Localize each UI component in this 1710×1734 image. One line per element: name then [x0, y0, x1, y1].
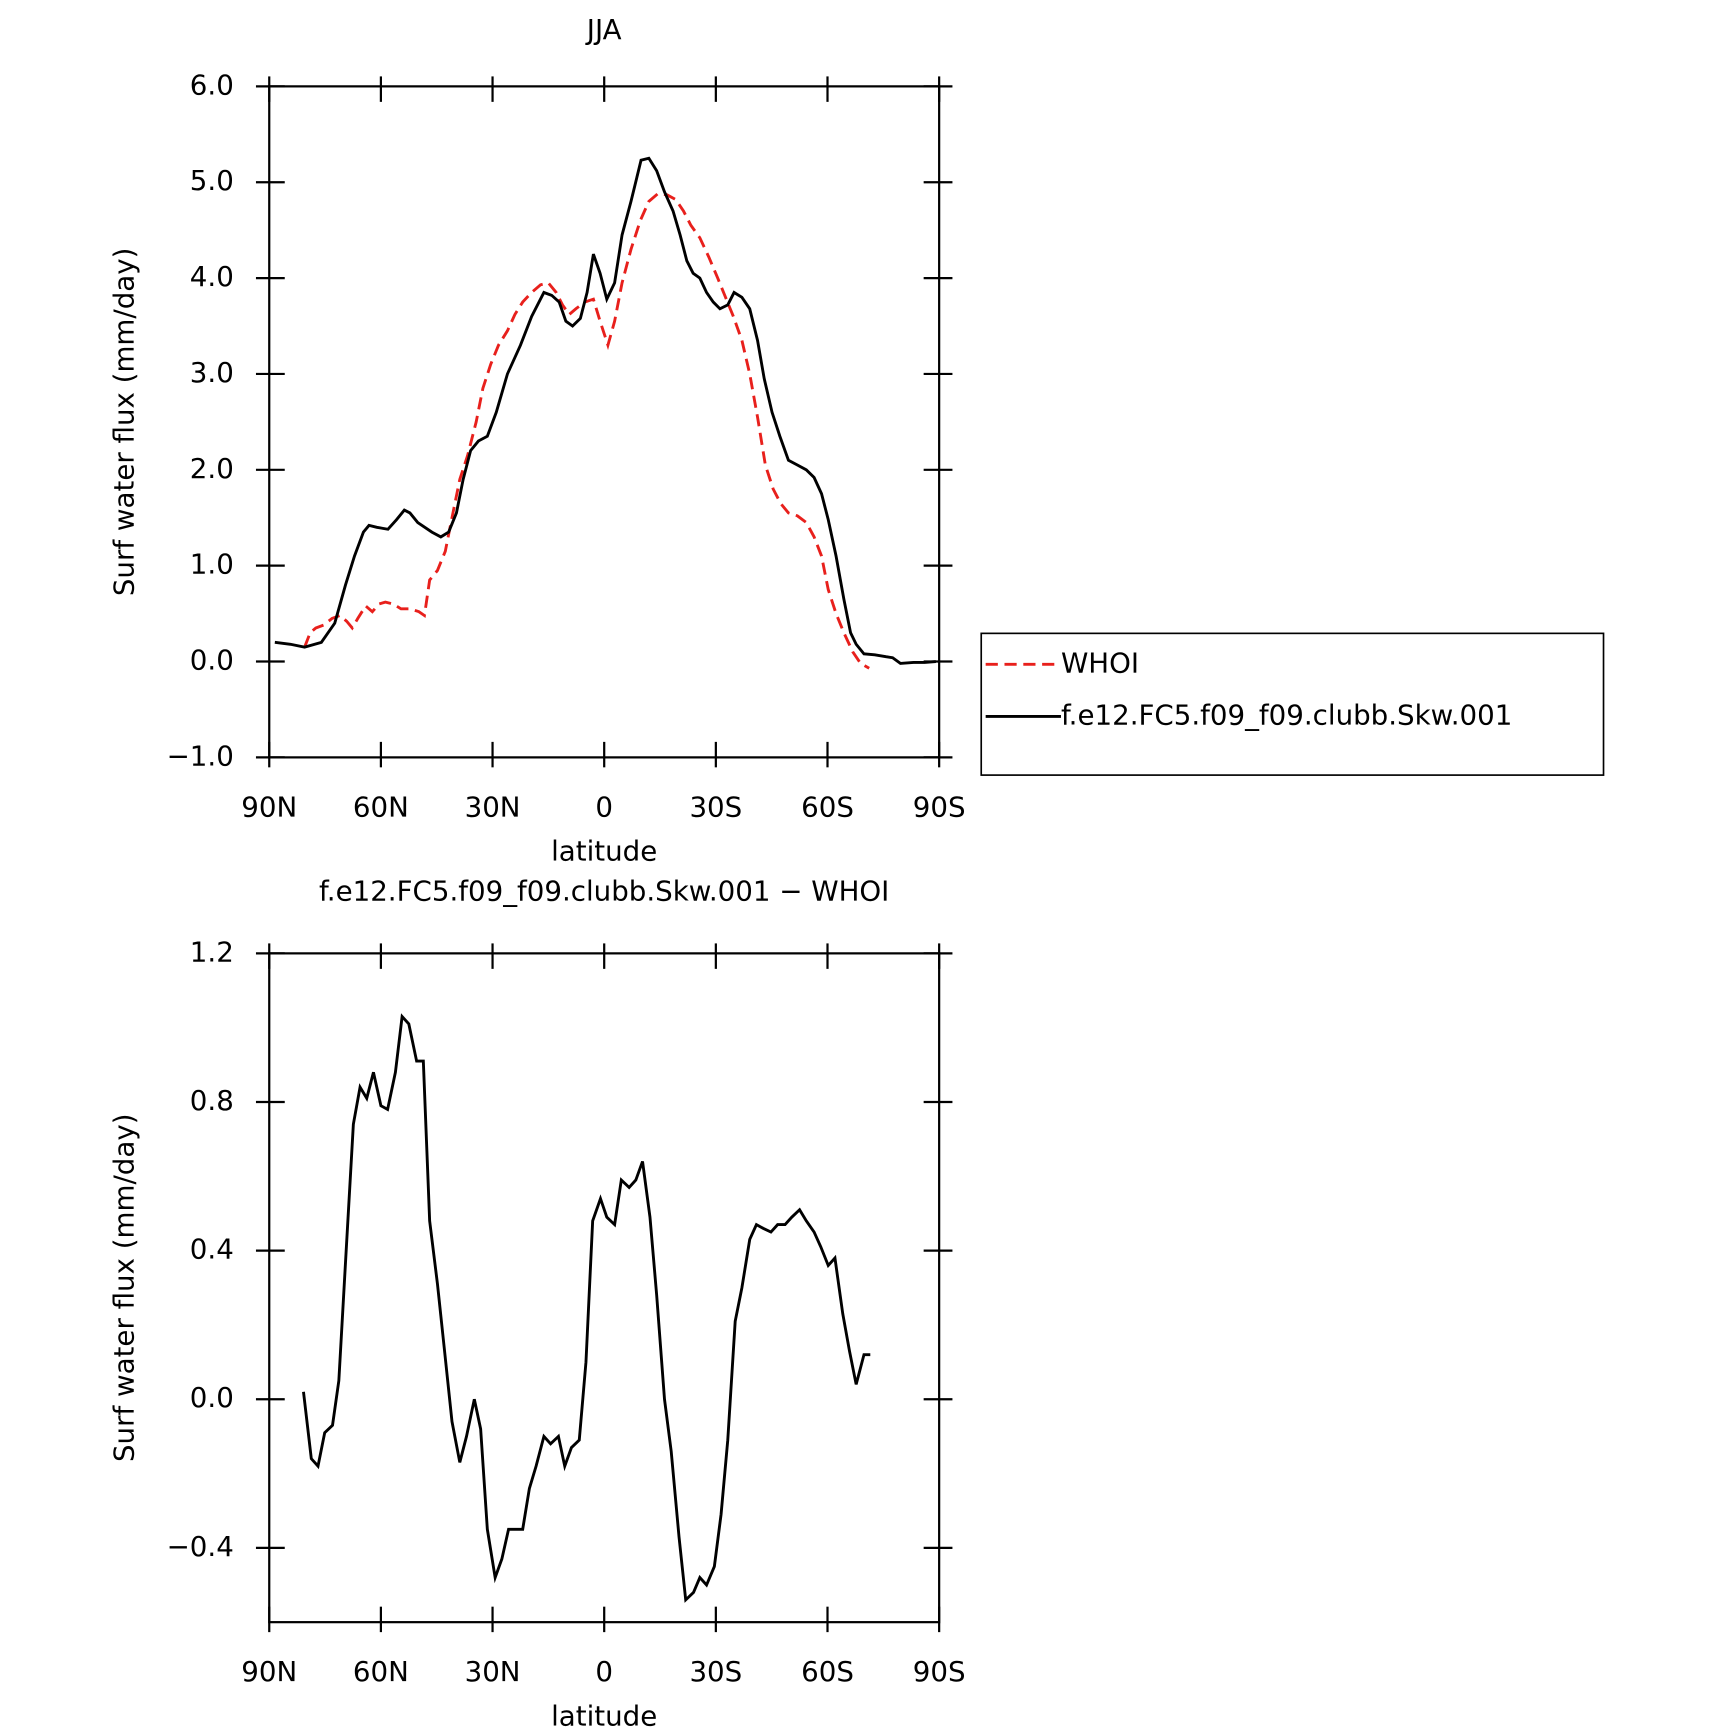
x-tick-label: 0	[595, 1655, 613, 1688]
legend-label: f.e12.FC5.f09_f09.clubb.Skw.001	[1061, 698, 1512, 731]
x-tick-label: 30N	[465, 790, 521, 823]
y-tick-label: 2.0	[190, 452, 234, 485]
x-axis-label: latitude	[551, 835, 657, 868]
x-tick-label: 60S	[801, 1655, 854, 1688]
data-line	[274, 156, 936, 665]
x-tick-label: 0	[595, 790, 613, 823]
data-line	[303, 192, 870, 670]
legend-label: WHOI	[1061, 646, 1139, 679]
plot-frame	[268, 85, 941, 759]
y-tick-label: 1.2	[190, 935, 234, 968]
x-tick-label: 30S	[689, 790, 742, 823]
chart-title: f.e12.FC5.f09_f09.clubb.Skw.001 − WHOI	[319, 874, 889, 907]
y-tick-label: −1.0	[167, 739, 234, 772]
x-tick-label: 90N	[241, 790, 297, 823]
x-axis-label: latitude	[551, 1699, 657, 1732]
y-axis-label: Surf water flux (mm/day)	[107, 1114, 140, 1463]
y-tick-label: −0.4	[167, 1530, 234, 1563]
x-tick-label: 30S	[689, 1655, 742, 1688]
legend-box	[980, 632, 1605, 776]
x-tick-label: 30N	[465, 1655, 521, 1688]
x-tick-label: 60S	[801, 790, 854, 823]
y-tick-label: 5.0	[190, 164, 234, 197]
y-tick-label: 3.0	[190, 356, 234, 389]
x-tick-label: 90S	[913, 790, 966, 823]
data-line	[302, 1013, 871, 1603]
y-tick-label: 0.0	[190, 644, 234, 677]
chart-title: JJA	[585, 13, 622, 46]
y-tick-label: 0.0	[190, 1381, 234, 1414]
x-tick-label: 60N	[353, 790, 409, 823]
y-tick-label: 0.4	[190, 1233, 234, 1266]
x-tick-label: 90N	[241, 1655, 297, 1688]
y-tick-label: 6.0	[190, 68, 234, 101]
x-tick-label: 60N	[353, 1655, 409, 1688]
y-tick-label: 1.0	[190, 548, 234, 581]
x-tick-label: 90S	[913, 1655, 966, 1688]
y-tick-label: 0.8	[190, 1084, 234, 1117]
y-axis-label: Surf water flux (mm/day)	[107, 248, 140, 597]
y-tick-label: 4.0	[190, 260, 234, 293]
